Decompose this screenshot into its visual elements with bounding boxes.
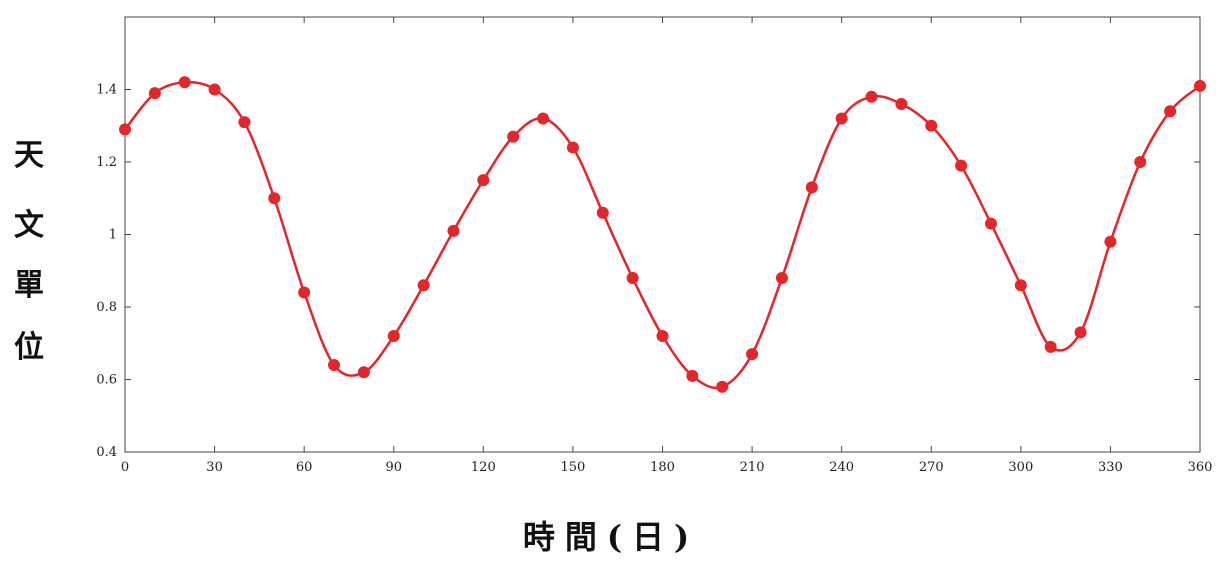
data-point — [328, 359, 341, 371]
data-point — [387, 330, 400, 342]
data-point — [357, 366, 370, 379]
data-point — [208, 83, 221, 96]
data-point — [148, 87, 161, 100]
data-point — [686, 369, 699, 382]
y-tick-label: 0.8 — [96, 300, 117, 315]
data-point — [1044, 340, 1057, 353]
data-point — [298, 286, 311, 299]
x-tick-label: 60 — [296, 460, 313, 475]
data-point — [1134, 156, 1147, 168]
data-point — [984, 217, 997, 230]
y-tick-label: 1.2 — [96, 155, 117, 170]
x-tick-label: 300 — [1008, 460, 1033, 475]
x-tick-label: 330 — [1098, 460, 1123, 475]
y-tick-label: 0.4 — [96, 445, 117, 460]
x-tick-label: 90 — [385, 460, 402, 475]
y-tick-label: 1.4 — [96, 83, 117, 98]
x-tick-label: 0 — [121, 460, 129, 475]
data-point — [537, 112, 550, 125]
data-point — [507, 130, 520, 143]
x-tick-label: 360 — [1188, 460, 1213, 475]
data-point — [716, 380, 729, 393]
x-tick-label: 150 — [561, 460, 586, 475]
y-tick-label: 0.6 — [96, 373, 117, 388]
data-point — [119, 123, 131, 136]
x-tick-label: 210 — [740, 460, 765, 475]
data-point — [1074, 326, 1087, 339]
data-point — [477, 174, 490, 187]
x-axis-label: 時間(日) — [522, 518, 700, 556]
data-point — [746, 348, 759, 361]
data-point — [566, 141, 579, 154]
data-point — [268, 192, 281, 205]
data-point — [895, 98, 908, 110]
data-point — [1164, 105, 1177, 118]
data-point — [1014, 279, 1027, 292]
x-tick-label: 180 — [650, 460, 675, 475]
data-point — [865, 90, 878, 103]
data-point — [178, 76, 191, 89]
data-point — [596, 206, 609, 219]
y-axis-label-char: 位 — [14, 330, 44, 365]
x-tick-label: 120 — [471, 460, 496, 475]
data-point — [626, 272, 639, 284]
x-tick-label: 240 — [829, 460, 854, 475]
data-point — [925, 119, 938, 132]
data-point — [447, 224, 460, 237]
y-axis: 0.4 0.6 0.8 1 1.2 1.4 — [96, 83, 1200, 460]
y-axis-label-char: 單 — [14, 268, 44, 303]
x-tick-label: 270 — [919, 460, 944, 475]
data-point — [835, 112, 848, 125]
data-point — [1104, 235, 1117, 248]
data-point — [955, 159, 968, 172]
plot-area — [124, 16, 1201, 453]
data-point — [775, 272, 788, 284]
series-group — [119, 76, 1206, 393]
x-axis: 0 30 60 90 120 150 180 210 240 270 300 330 360 — [121, 17, 1213, 475]
y-tick-label: 1 — [109, 228, 117, 243]
data-point — [238, 116, 251, 129]
y-axis-label-char: 文 — [14, 208, 44, 243]
data-point — [1194, 79, 1206, 92]
data-point — [805, 181, 818, 194]
x-tick-label: 30 — [206, 460, 223, 475]
y-axis-label-char: 天 — [14, 138, 44, 173]
data-point — [656, 330, 669, 342]
data-point — [417, 279, 430, 292]
